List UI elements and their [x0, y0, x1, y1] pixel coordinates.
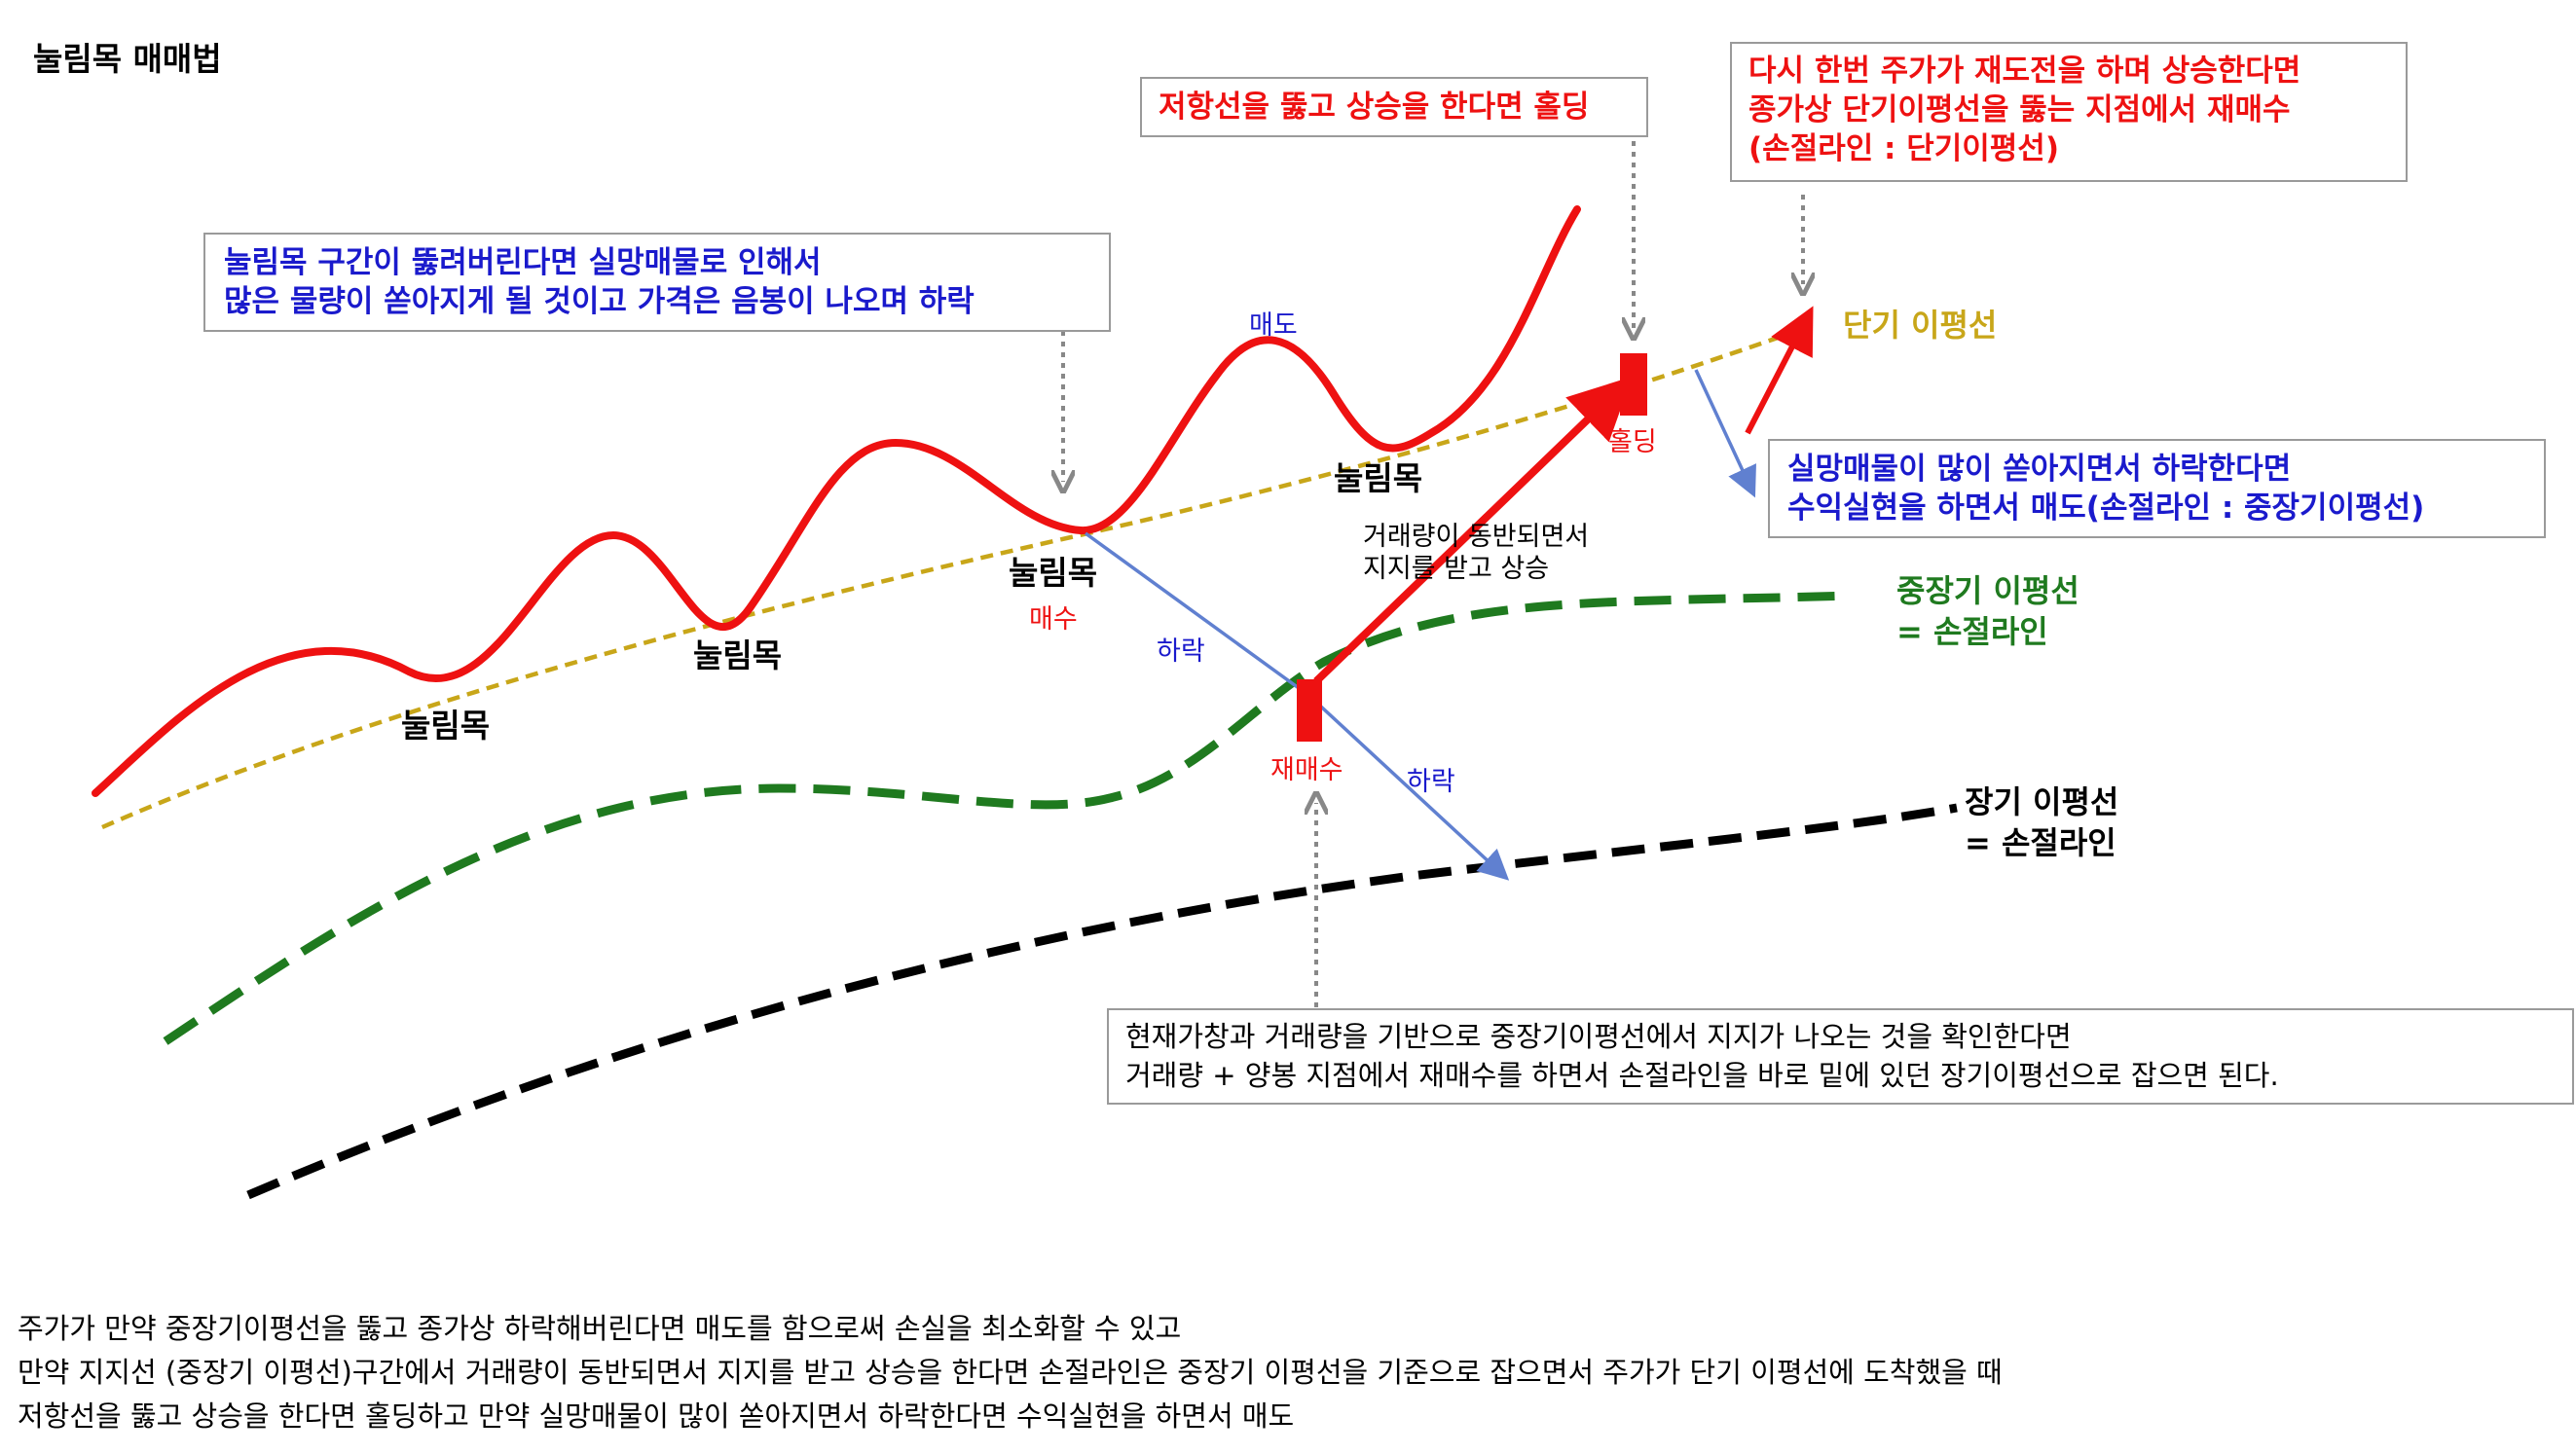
volume-support-line-2: 지지를 받고 상승 [1363, 554, 1549, 584]
mid-term-ma-label-2: = 손절라인 [1896, 613, 2048, 650]
callout-pullback-break-box [203, 233, 1111, 332]
rise-arrow-to-holding [1313, 376, 1633, 684]
fall-arrow-2 [1307, 694, 1510, 881]
buy-label: 매수 [1029, 604, 1078, 635]
callout-rebuy-note-line-2: 거래량 + 양봉 지점에서 재매수를 하면서 손절라인을 바로 밑에 있던 장기… [1125, 1059, 2279, 1092]
mid-term-ma-line [163, 591, 1851, 1045]
short-term-ma-label: 단기 이평선 [1843, 307, 1997, 344]
callout-resistance-hold-box [1140, 77, 1648, 137]
callout-rechallenge-line-3: (손절라인 : 단기이평선) [1748, 131, 2059, 166]
fall-arrow-1 [1084, 531, 1311, 698]
holding-candle [1620, 353, 1647, 416]
callout-resistance-hold-text: 저항선을 뚫고 상승을 한다면 홀딩 [1159, 90, 1589, 125]
mid-term-ma-label-1: 중장기 이평선 [1896, 572, 2079, 609]
callout-pullback-break-line-1: 눌림목 구간이 뚫려버린다면 실망매물로 인해서 [224, 245, 822, 280]
callout-profit-take-line-1: 실망매물이 많이 쏟아지면서 하락한다면 [1787, 452, 2291, 487]
price-wave-line [92, 205, 1581, 797]
diagram-title: 눌림목 매매법 [33, 40, 222, 78]
summary-line-1: 주가가 만약 중장기이평선을 뚫고 종가상 하락해버린다면 매도를 함으로써 손… [18, 1312, 1181, 1345]
long-term-ma-label-2: = 손절라인 [1965, 824, 2116, 861]
fall-label-1: 하락 [1157, 636, 1205, 667]
volume-support-line-1: 거래량이 동반되면서 [1363, 522, 1589, 552]
rebuy-candle [1297, 679, 1322, 742]
callout-rechallenge-line-1: 다시 한번 주가가 재도전을 하며 상승한다면 [1748, 54, 2300, 89]
callout-rebuy-note-box [1107, 1008, 2574, 1105]
callout-profit-take-box [1768, 439, 2546, 538]
holding-label: 홀딩 [1608, 427, 1657, 457]
rebuy-label: 재매수 [1270, 755, 1343, 785]
callout-rechallenge-line-2: 종가상 단기이평선을 뚫는 지점에서 재매수 [1748, 92, 2291, 127]
summary-line-3: 저항선을 뚫고 상승을 한다면 홀딩하고 만약 실망매물이 많이 쏟아지면서 하… [18, 1399, 1294, 1433]
callout-rechallenge-box [1730, 42, 2408, 182]
long-term-ma-line [246, 803, 1958, 1200]
pullback-label-4: 눌림목 [1334, 459, 1422, 497]
rise-again-arrow [1745, 306, 1814, 435]
callout-pullback-break-line-2: 많은 물량이 쏟아지게 될 것이고 가격은 음봉이 나오며 하락 [224, 284, 975, 319]
fall-label-2: 하락 [1407, 767, 1455, 797]
pullback-label-3: 눌림목 [1009, 554, 1097, 592]
callout-rebuy-note-line-1: 현재가창과 거래량을 기반으로 중장기이평선에서 지지가 나오는 것을 확인한다… [1125, 1020, 2072, 1053]
callout-profit-take-line-2: 수익실현을 하면서 매도(손절라인 : 중장기이평선) [1787, 491, 2424, 526]
fall-arrow-after-holding [1694, 369, 1756, 498]
sell-label: 매도 [1249, 310, 1298, 341]
pullback-label-1: 눌림목 [401, 707, 490, 745]
short-term-ma-line [101, 323, 1812, 830]
summary-line-2: 만약 지지선 (중장기 이평선)구간에서 거래량이 동반되면서 지지를 받고 상… [18, 1356, 2003, 1389]
long-term-ma-label-1: 장기 이평선 [1965, 783, 2118, 820]
pullback-label-2: 눌림목 [693, 636, 782, 674]
